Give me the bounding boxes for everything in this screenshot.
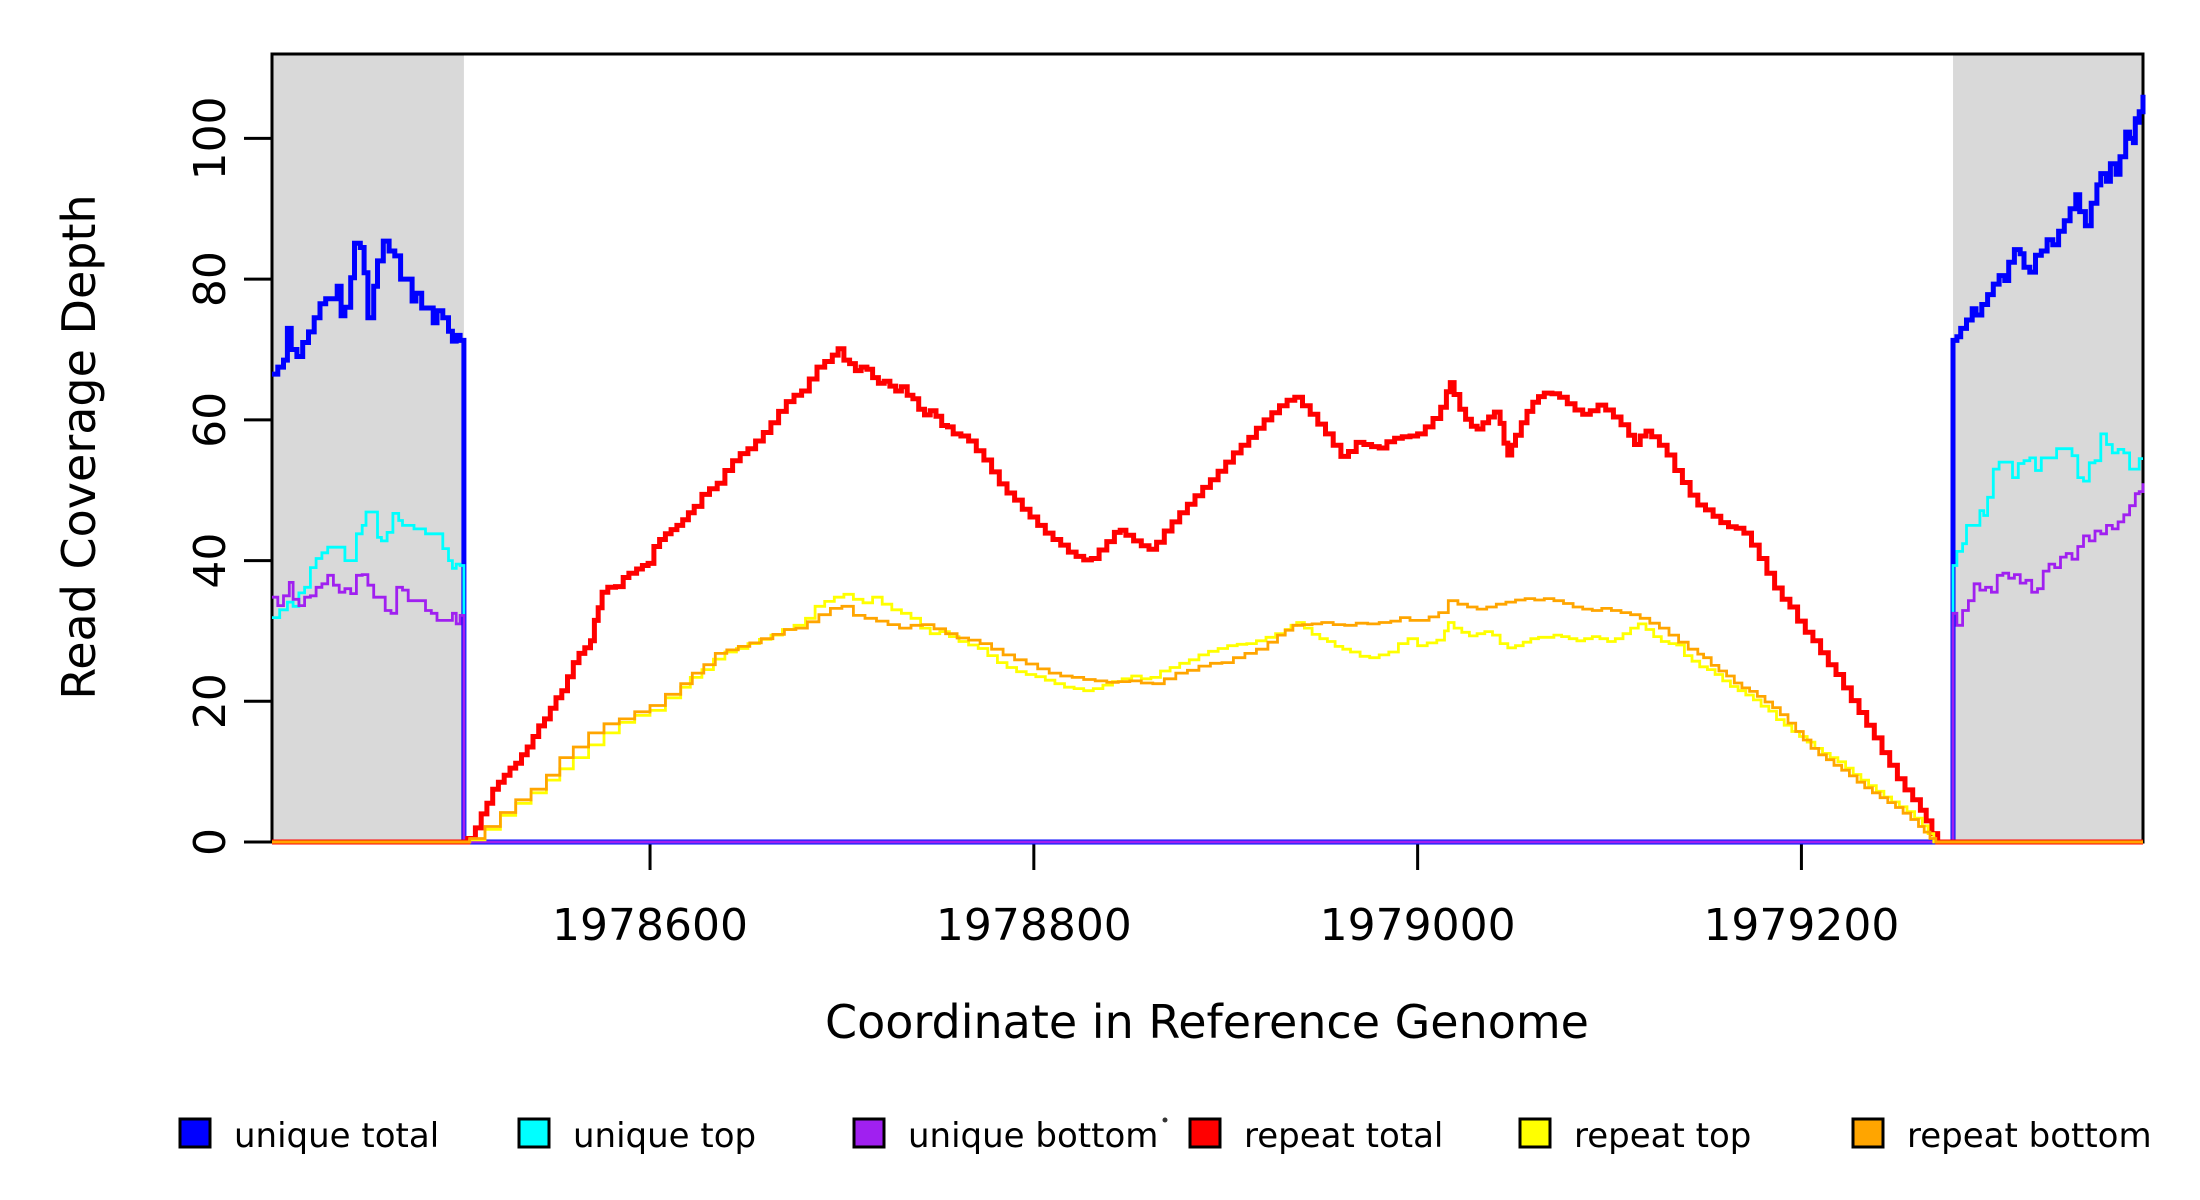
- series-unique-bottom: [272, 483, 2145, 844]
- x-axis-title: Coordinate in Reference Genome: [825, 995, 1589, 1049]
- legend-swatch-repeat-bottom: [1851, 1117, 1885, 1149]
- x-axis-tick-label: 1978600: [552, 900, 748, 951]
- series-unique-total: [272, 94, 2146, 845]
- legend-swatch-repeat-top: [1518, 1117, 1552, 1149]
- stray-mark: [1162, 1117, 1168, 1123]
- x-axis-tick-label: 1979200: [1703, 900, 1899, 951]
- legend-swatch-repeat-total: [1188, 1117, 1222, 1149]
- series-repeat-total: [272, 346, 2143, 845]
- y-axis-tick-label: 20: [185, 673, 236, 729]
- axes-layer: 1978600 1978800 1979000 1979200 0 20 40 60 80 100: [185, 52, 2145, 951]
- y-axis-tick-label: 40: [185, 533, 236, 589]
- shaded-regions-layer: [272, 54, 2143, 842]
- x-axis-tick-label: 1978800: [936, 900, 1132, 951]
- series-repeat-bottom: [272, 597, 2143, 844]
- y-axis-tick-label: 80: [185, 251, 236, 307]
- legend-label-repeat-top: repeat top: [1574, 1116, 1751, 1156]
- legend-swatch-unique-total: [178, 1117, 212, 1149]
- legend-label-unique-total: unique total: [234, 1116, 439, 1156]
- legend: unique total unique top unique bottom repea…: [178, 1116, 2152, 1156]
- legend-label-unique-top: unique top: [573, 1116, 756, 1156]
- shaded-region-left-unique-flank: [272, 54, 464, 842]
- legend-label-repeat-bottom: repeat bottom: [1907, 1116, 2152, 1156]
- series-repeat-top: [272, 592, 2143, 844]
- y-axis-tick-label: 100: [185, 96, 236, 180]
- series-layer: [272, 94, 2146, 845]
- y-axis-title: Read Coverage Depth: [52, 194, 106, 699]
- y-axis-tick-label: 0: [185, 828, 236, 856]
- x-axis-tick-label: 1979000: [1320, 900, 1516, 951]
- y-axis-tick-label: 60: [185, 392, 236, 448]
- legend-label-unique-bottom: unique bottom: [908, 1116, 1158, 1156]
- legend-swatch-unique-top: [517, 1117, 551, 1149]
- legend-swatch-unique-bottom: [852, 1117, 886, 1149]
- plot-border: [270, 52, 2145, 844]
- legend-label-repeat-total: repeat total: [1244, 1116, 1443, 1156]
